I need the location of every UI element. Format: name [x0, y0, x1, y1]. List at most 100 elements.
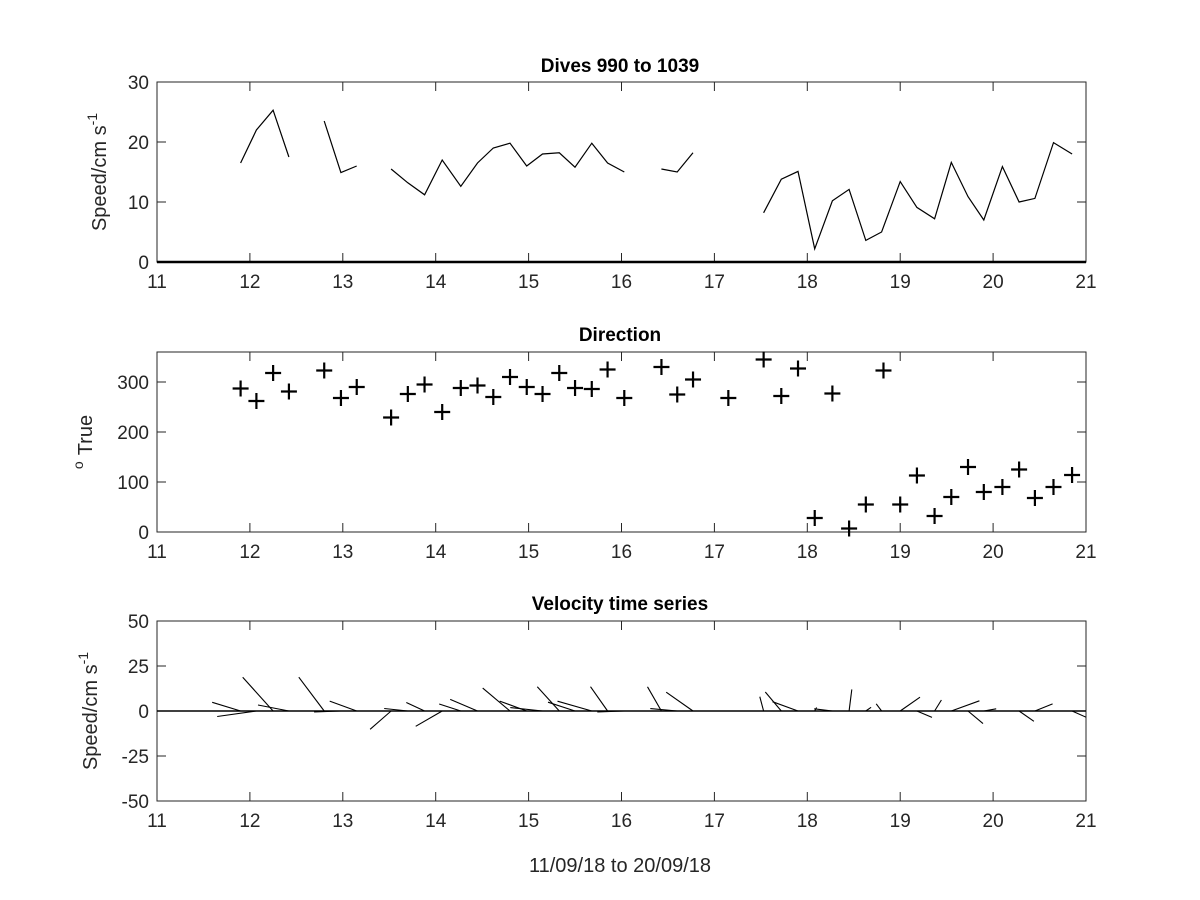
- speed-x-tick-label: 19: [890, 272, 911, 293]
- direction-x-tick-label: 19: [890, 542, 911, 563]
- direction-panel-title: Direction: [579, 325, 661, 346]
- velocity-stick-3: [242, 676, 274, 712]
- direction-point-28: [773, 388, 790, 404]
- velocity-x-tick-label: 11: [147, 811, 167, 832]
- velocity-stick-36: [934, 699, 942, 712]
- speed-x-tick-label: 20: [983, 272, 1004, 293]
- speed-x-tick-label: 13: [332, 272, 353, 293]
- speed-x-tick-label: 16: [611, 272, 632, 293]
- direction-point-14: [485, 389, 502, 405]
- direction-point-35: [892, 496, 909, 513]
- velocity-y-axis-label: Speed/cm s-1: [75, 652, 102, 770]
- direction-y-axis-label: o True: [70, 415, 97, 469]
- velocity-stick-31: [848, 689, 853, 712]
- direction-x-tick-label: 17: [704, 542, 725, 563]
- direction-x-tick-label: 12: [239, 542, 260, 563]
- direction-point-17: [534, 386, 551, 402]
- speed-line-series: [157, 108, 1086, 264]
- direction-point-44: [1045, 479, 1062, 495]
- direction-point-40: [975, 484, 992, 500]
- direction-point-9: [399, 386, 416, 402]
- velocity-stick-35: [916, 710, 933, 718]
- direction-y-axis-label-sup: o: [70, 461, 86, 469]
- velocity-x-tick-label: 20: [983, 811, 1004, 832]
- direction-y-tick-label: 100: [117, 473, 149, 494]
- velocity-stick-15: [482, 687, 511, 712]
- speed-x-tick-label: 17: [704, 272, 725, 293]
- velocity-stick-42: [1034, 703, 1053, 712]
- velocity-stick-series: [157, 676, 1086, 730]
- velocity-panel: Velocity time series 11 12 13 14 15 16 17 18 19 2…: [75, 594, 1097, 877]
- velocity-stick-10: [406, 702, 425, 712]
- velocity-y-ticks: -50 -25 0 25 50: [122, 612, 1086, 813]
- velocity-sticks-clip: [157, 676, 1086, 730]
- velocity-panel-title: Velocity time series: [532, 594, 708, 615]
- velocity-stick-21: [590, 686, 609, 712]
- direction-point-18: [551, 365, 568, 381]
- direction-point-8: [383, 409, 400, 426]
- velocity-stick-12: [439, 703, 461, 712]
- direction-point-43: [1026, 490, 1043, 506]
- speed-y-axis-label: Speed/cm s-1: [84, 113, 111, 231]
- direction-y-tick-label: 300: [117, 373, 149, 394]
- velocity-stick-26: [759, 696, 765, 712]
- velocity-x-tick-label: 19: [890, 811, 911, 832]
- speed-line-segment-4: [661, 152, 694, 173]
- direction-y-axis-label-main: True: [75, 415, 97, 455]
- speed-x-tick-label: 11: [147, 272, 167, 293]
- direction-x-tick-label: 13: [332, 542, 353, 563]
- direction-x-tick-label: 21: [1075, 542, 1096, 563]
- velocity-y-tick-label: 50: [128, 612, 149, 633]
- direction-point-25: [685, 371, 702, 388]
- speed-panel: Dives 990 to 1039 11 12 13 14 15 16 17 18 19 20 21…: [84, 56, 1097, 293]
- speed-y-tick-label: 20: [128, 133, 149, 154]
- velocity-stick-33: [875, 703, 883, 712]
- velocity-x-tick-label: 16: [611, 811, 632, 832]
- direction-point-33: [857, 496, 874, 513]
- direction-point-36: [908, 467, 925, 484]
- velocity-stick-5: [298, 676, 325, 712]
- direction-point-2: [248, 393, 265, 409]
- speed-y-axis-label-main: Speed/cm s: [89, 125, 111, 231]
- direction-point-13: [469, 377, 486, 394]
- speed-line-segment-5: [763, 141, 1073, 251]
- direction-point-19: [567, 380, 584, 396]
- speed-line-segment-1: [240, 108, 290, 164]
- direction-x-tick-label: 14: [425, 542, 447, 563]
- direction-point-22: [616, 390, 633, 406]
- direction-point-27: [755, 351, 772, 368]
- velocity-stick-1: [212, 701, 241, 712]
- velocity-stick-4: [257, 704, 290, 712]
- speed-line-segment-2: [323, 120, 357, 174]
- direction-point-41: [994, 479, 1011, 495]
- velocity-stick-24: [650, 708, 678, 712]
- direction-point-39: [960, 459, 977, 475]
- direction-point-23: [653, 359, 670, 375]
- velocity-stick-2: [217, 710, 257, 718]
- direction-point-3: [265, 365, 282, 381]
- velocity-stick-30: [814, 708, 833, 712]
- direction-y-tick-label: 200: [117, 423, 149, 444]
- velocity-y-axis-label-sup: -1: [75, 652, 91, 665]
- speed-x-tick-label: 14: [425, 272, 447, 293]
- velocity-x-axis-label: 11/09/18 to 20/09/18: [529, 855, 711, 877]
- velocity-stick-20: [557, 700, 592, 712]
- direction-point-31: [824, 385, 841, 402]
- direction-point-5: [316, 362, 333, 379]
- direction-y-tick-label: 0: [138, 523, 149, 544]
- svg-text:Speed/cm s-1: Speed/cm s-1: [84, 113, 111, 231]
- velocity-stick-34: [899, 696, 921, 712]
- velocity-y-tick-label: 0: [138, 702, 149, 723]
- direction-point-20: [583, 381, 600, 397]
- direction-point-4: [280, 383, 297, 400]
- speed-y-tick-label: 10: [128, 193, 149, 214]
- direction-x-tick-label: 16: [611, 542, 632, 563]
- direction-point-34: [875, 362, 892, 379]
- velocity-x-ticks: 11 12 13 14 15 16 17 18 19 20 21: [147, 621, 1097, 832]
- velocity-stick-25: [665, 691, 694, 712]
- speed-y-tick-label: 0: [138, 253, 149, 274]
- velocity-stick-39: [983, 708, 997, 712]
- velocity-y-tick-label: -25: [122, 747, 149, 768]
- direction-point-15: [502, 369, 519, 385]
- direction-point-29: [790, 360, 807, 377]
